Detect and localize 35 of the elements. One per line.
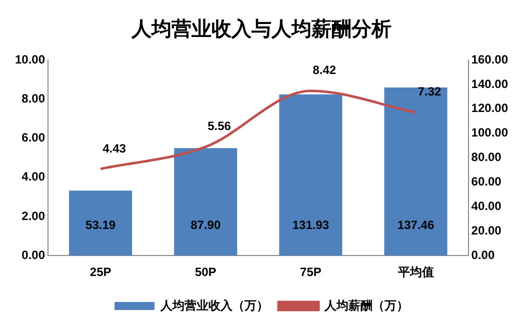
y-tick-label: 0.00 — [22, 248, 46, 262]
bar — [279, 94, 342, 256]
bar — [384, 88, 448, 256]
x-tick-label: 平均值 — [396, 265, 434, 280]
data-label: 137.46 — [397, 218, 434, 232]
chart-title: 人均营业收入与人均薪酬分析 — [130, 18, 392, 41]
legend-label: 人均薪酬（万） — [324, 298, 408, 312]
legend-label: 人均营业收入（万） — [160, 298, 268, 312]
data-label: 5.56 — [208, 119, 232, 134]
y2-tick-label: 80.00 — [471, 150, 502, 164]
y-tick-label: 4.00 — [22, 170, 46, 184]
y-tick-label: 8.00 — [22, 91, 46, 106]
data-label: 8.42 — [312, 63, 336, 78]
y2-tick-label: 140.00 — [471, 76, 508, 91]
x-tick-label: 50P — [194, 265, 216, 280]
bar — [69, 190, 132, 256]
y2-tick-label: 120.00 — [471, 101, 508, 116]
y2-tick-label: 0.00 — [471, 248, 495, 262]
x-tick-label: 25P — [90, 265, 112, 280]
data-label: 4.43 — [102, 141, 126, 156]
y2-tick-label: 160.00 — [471, 52, 508, 66]
line-series — [99, 90, 418, 170]
y-tick-label: 6.00 — [22, 130, 46, 145]
y-tick-label: 2.00 — [22, 208, 46, 223]
data-label: 7.32 — [418, 84, 442, 99]
bar — [174, 148, 238, 256]
y2-tick-label: 20.00 — [471, 223, 502, 238]
data-label: 87.90 — [190, 218, 221, 232]
y2-tick-label: 60.00 — [471, 174, 502, 189]
data-label: 131.93 — [292, 218, 330, 232]
y2-tick-label: 100.00 — [471, 126, 508, 140]
x-tick-label: 75P — [300, 265, 322, 280]
data-label: 53.19 — [86, 218, 116, 232]
y2-tick-label: 40.00 — [471, 199, 502, 214]
y-tick-label: 10.00 — [15, 52, 46, 66]
